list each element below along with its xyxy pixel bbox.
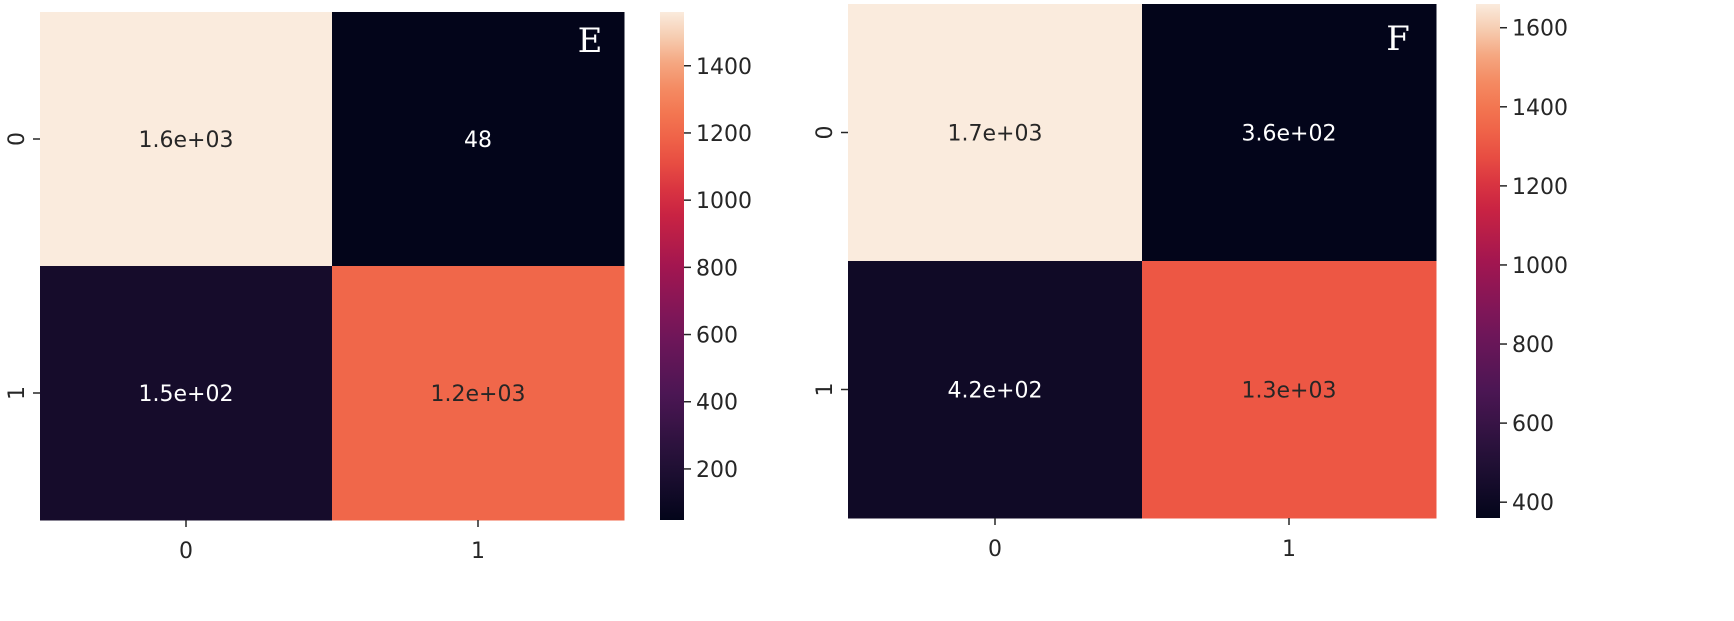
heatmap-cell: [332, 266, 625, 521]
y-tick-label: 1: [813, 383, 838, 397]
heatmap-cell: [848, 261, 1143, 519]
colorbar-tick-label: 1200: [696, 122, 752, 147]
colorbar-tick-label: 200: [696, 458, 738, 483]
colorbar-tick-label: 1000: [1512, 254, 1568, 279]
y-tick-label: 0: [5, 132, 30, 146]
colorbar-tick-label: 800: [1512, 333, 1554, 358]
colorbar-tick-label: 1400: [1512, 96, 1568, 121]
colorbar-tick-label: 1400: [696, 55, 752, 80]
cell-value-label: 1.3e+03: [1242, 379, 1337, 404]
panel-label: E: [578, 21, 603, 61]
cell-value-label: 3.6e+02: [1242, 122, 1337, 147]
cell-value-label: 1.6e+03: [139, 128, 234, 153]
heatmap-cell: [332, 12, 625, 267]
cell-value-label: 48: [464, 128, 492, 153]
x-tick-label: 0: [179, 539, 193, 564]
colorbar-tick-label: 1600: [1512, 17, 1568, 42]
heatmap-cell: [40, 266, 333, 521]
colorbar-tick-label: 400: [696, 391, 738, 416]
y-tick-label: 1: [5, 386, 30, 400]
x-tick-label: 1: [1282, 537, 1296, 562]
x-tick-label: 0: [988, 537, 1002, 562]
cell-value-label: 1.7e+03: [948, 122, 1043, 147]
cell-value-label: 1.2e+03: [431, 382, 526, 407]
colorbar-tick-label: 1200: [1512, 175, 1568, 200]
heatmap-cell: [1142, 261, 1437, 519]
colorbar: [1476, 4, 1500, 518]
panel-label: F: [1386, 19, 1410, 59]
colorbar-tick-label: 600: [696, 324, 738, 349]
heatmap-cell: [40, 12, 333, 267]
colorbar: [660, 12, 684, 520]
cell-value-label: 1.5e+02: [139, 382, 234, 407]
y-tick-label: 0: [813, 126, 838, 140]
heatmap-cell: [848, 4, 1143, 262]
cell-value-label: 4.2e+02: [948, 379, 1043, 404]
x-tick-label: 1: [471, 539, 485, 564]
heatmap-cell: [1142, 4, 1437, 262]
colorbar-tick-label: 600: [1512, 412, 1554, 437]
colorbar-tick-label: 400: [1512, 491, 1554, 516]
colorbar-tick-label: 1000: [696, 189, 752, 214]
colorbar-tick-label: 800: [696, 256, 738, 281]
